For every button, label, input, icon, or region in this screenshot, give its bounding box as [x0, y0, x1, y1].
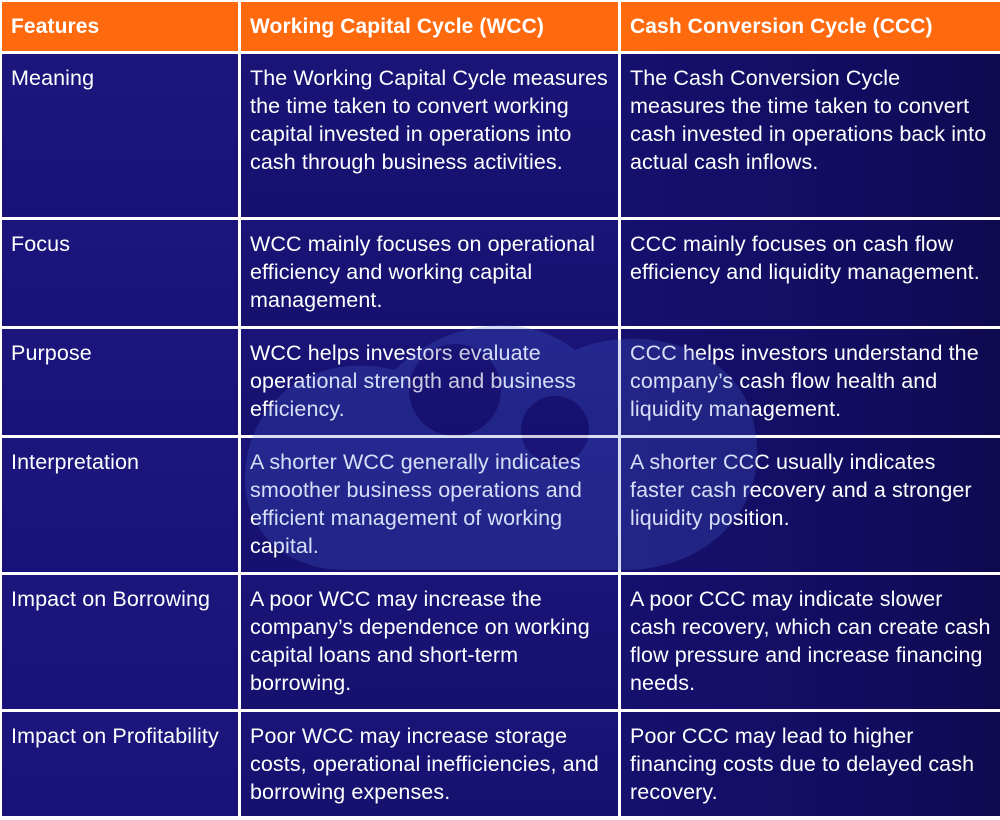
row-borrowing-feature: Impact on Borrowing	[2, 575, 238, 709]
row-focus-feature: Focus	[2, 220, 238, 326]
row-profitability-feature: Impact on Profitability	[2, 712, 238, 816]
header-ccc: Cash Conversion Cycle (CCC)	[621, 2, 1000, 51]
row-borrowing-wcc: A poor WCC may increase the company’s de…	[241, 575, 618, 709]
row-purpose-feature: Purpose	[2, 329, 238, 435]
row-interpretation-wcc: A shorter WCC generally indicates smooth…	[241, 438, 618, 572]
row-focus-ccc: CCC mainly focuses on cash flow efficien…	[621, 220, 1000, 326]
row-meaning-feature: Meaning	[2, 54, 238, 217]
row-interpretation-feature: Interpretation	[2, 438, 238, 572]
row-meaning-wcc: The Working Capital Cycle measures the t…	[241, 54, 618, 217]
row-borrowing-ccc: A poor CCC may indicate slower cash reco…	[621, 575, 1000, 709]
row-focus-wcc: WCC mainly focuses on operational effici…	[241, 220, 618, 326]
row-meaning-ccc: The Cash Conversion Cycle measures the t…	[621, 54, 1000, 217]
header-wcc: Working Capital Cycle (WCC)	[241, 2, 618, 51]
row-profitability-ccc: Poor CCC may lead to higher financing co…	[621, 712, 1000, 816]
header-features: Features	[2, 2, 238, 51]
row-purpose-wcc: WCC helps investors evaluate operational…	[241, 329, 618, 435]
row-interpretation-ccc: A shorter CCC usually indicates faster c…	[621, 438, 1000, 572]
row-profitability-wcc: Poor WCC may increase storage costs, ope…	[241, 712, 618, 816]
row-purpose-ccc: CCC helps investors understand the compa…	[621, 329, 1000, 435]
